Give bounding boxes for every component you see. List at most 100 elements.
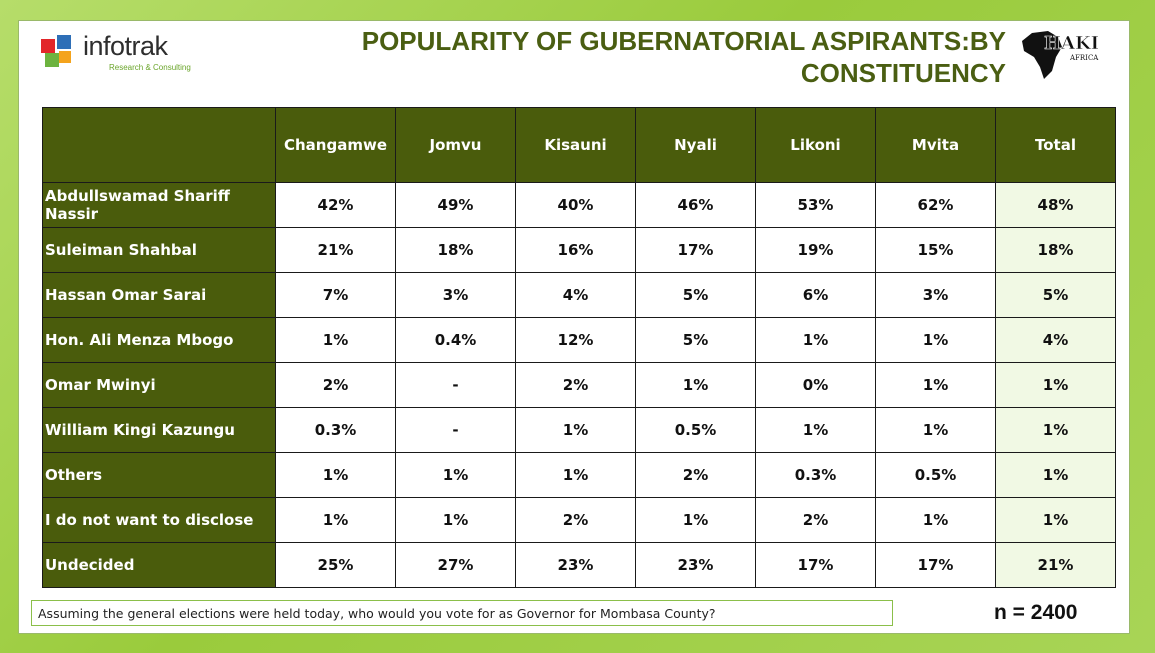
africa-logo-text: AFRICA: [1069, 54, 1099, 62]
row-label: I do not want to disclose: [42, 497, 276, 543]
table-cell: 15%: [875, 227, 996, 273]
table-cell: 1%: [275, 317, 396, 363]
table-cell: 0.3%: [275, 407, 396, 453]
table-cell: 49%: [395, 182, 516, 228]
table-cell: 5%: [635, 272, 756, 318]
title-line-1: POPULARITY OF GUBERNATORIAL ASPIRANTS:BY: [361, 26, 1006, 56]
table-cell: 1%: [875, 497, 996, 543]
table-cell: 17%: [635, 227, 756, 273]
table-cell: 1%: [875, 362, 996, 408]
table-cell: 2%: [515, 497, 636, 543]
total-cell: 21%: [995, 542, 1116, 588]
table-cell: 1%: [515, 452, 636, 498]
total-cell: 5%: [995, 272, 1116, 318]
haki-africa-logo: HAKI AFRICA: [1022, 31, 1099, 79]
infotrak-logo-icon: [41, 35, 71, 67]
results-table: Changamwe Jomvu Kisauni Nyali Likoni Mvi…: [42, 107, 1116, 588]
slide: infotrak Research & Consulting POPULARIT…: [18, 20, 1130, 634]
table-cell: 1%: [395, 452, 516, 498]
africa-map-icon: [1022, 31, 1062, 79]
table-cell: 18%: [395, 227, 516, 273]
total-cell: 48%: [995, 182, 1116, 228]
page-title: POPULARITY OF GUBERNATORIAL ASPIRANTS:BY…: [349, 25, 1006, 89]
row-label: Omar Mwinyi: [42, 362, 276, 408]
table-cell: 1%: [755, 317, 876, 363]
table-corner-cell: [42, 107, 276, 183]
row-label: Hassan Omar Sarai: [42, 272, 276, 318]
table-cell: 42%: [275, 182, 396, 228]
table-row: Others 1% 1% 1% 2% 0.3% 0.5% 1%: [42, 452, 1116, 498]
table-row: William Kingi Kazungu 0.3% - 1% 0.5% 1% …: [42, 407, 1116, 453]
table-cell: 0.3%: [755, 452, 876, 498]
column-header: Kisauni: [515, 107, 636, 183]
table-cell: 23%: [515, 542, 636, 588]
table-row: Abdullswamad Shariff Nassir 42% 49% 40% …: [42, 182, 1116, 228]
table-cell: 6%: [755, 272, 876, 318]
column-header: Nyali: [635, 107, 756, 183]
table-cell: 1%: [635, 497, 756, 543]
row-label: Others: [42, 452, 276, 498]
table-row: I do not want to disclose 1% 1% 2% 1% 2%…: [42, 497, 1116, 543]
total-cell: 1%: [995, 362, 1116, 408]
table-cell: 40%: [515, 182, 636, 228]
table-cell: 0.5%: [875, 452, 996, 498]
survey-question: Assuming the general elections were held…: [31, 600, 893, 626]
total-cell: 1%: [995, 452, 1116, 498]
table-cell: 17%: [875, 542, 996, 588]
table-cell: -: [395, 362, 516, 408]
row-label: Abdullswamad Shariff Nassir: [42, 182, 276, 228]
table-cell: 25%: [275, 542, 396, 588]
sample-size: n = 2400: [994, 601, 1078, 624]
table-cell: 1%: [275, 452, 396, 498]
table-cell: 0.4%: [395, 317, 516, 363]
table-cell: 1%: [395, 497, 516, 543]
logo-subtext: Research & Consulting: [109, 63, 191, 72]
table-cell: 2%: [275, 362, 396, 408]
column-header: Likoni: [755, 107, 876, 183]
total-cell: 1%: [995, 497, 1116, 543]
table-cell: 2%: [755, 497, 876, 543]
table-cell: 5%: [635, 317, 756, 363]
row-label: Suleiman Shahbal: [42, 227, 276, 273]
column-header: Total: [995, 107, 1116, 183]
table-cell: 1%: [515, 407, 636, 453]
table-cell: 3%: [875, 272, 996, 318]
table-cell: 19%: [755, 227, 876, 273]
table-cell: 46%: [635, 182, 756, 228]
table-cell: 1%: [875, 407, 996, 453]
column-header: Mvita: [875, 107, 996, 183]
table-cell: 12%: [515, 317, 636, 363]
table-cell: 23%: [635, 542, 756, 588]
table-cell: 62%: [875, 182, 996, 228]
table-cell: 1%: [755, 407, 876, 453]
table-cell: 17%: [755, 542, 876, 588]
column-header: Changamwe: [275, 107, 396, 183]
table-header-row: Changamwe Jomvu Kisauni Nyali Likoni Mvi…: [42, 107, 1116, 183]
row-label: Undecided: [42, 542, 276, 588]
row-label: Hon. Ali Menza Mbogo: [42, 317, 276, 363]
table-cell: 7%: [275, 272, 396, 318]
total-cell: 4%: [995, 317, 1116, 363]
table-cell: 21%: [275, 227, 396, 273]
title-line-2: CONSTITUENCY: [800, 58, 1006, 88]
table-cell: 4%: [515, 272, 636, 318]
logo-text: infotrak: [83, 31, 168, 61]
table-cell: -: [395, 407, 516, 453]
table-row: Undecided 25% 27% 23% 23% 17% 17% 21%: [42, 542, 1116, 588]
table-cell: 1%: [635, 362, 756, 408]
table-cell: 53%: [755, 182, 876, 228]
table-cell: 2%: [635, 452, 756, 498]
table-cell: 0%: [755, 362, 876, 408]
table-cell: 1%: [875, 317, 996, 363]
column-header: Jomvu: [395, 107, 516, 183]
total-cell: 1%: [995, 407, 1116, 453]
table-row: Hon. Ali Menza Mbogo 1% 0.4% 12% 5% 1% 1…: [42, 317, 1116, 363]
row-label: William Kingi Kazungu: [42, 407, 276, 453]
table-cell: 0.5%: [635, 407, 756, 453]
table-cell: 16%: [515, 227, 636, 273]
table-row: Omar Mwinyi 2% - 2% 1% 0% 1% 1%: [42, 362, 1116, 408]
table-cell: 1%: [275, 497, 396, 543]
table-cell: 3%: [395, 272, 516, 318]
table-row: Suleiman Shahbal 21% 18% 16% 17% 19% 15%…: [42, 227, 1116, 273]
table-cell: 2%: [515, 362, 636, 408]
